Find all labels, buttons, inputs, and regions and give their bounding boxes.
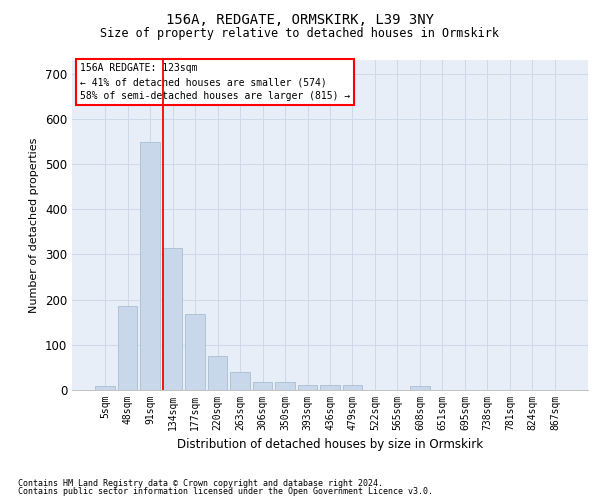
Text: Contains public sector information licensed under the Open Government Licence v3: Contains public sector information licen… — [18, 487, 433, 496]
Bar — [140, 142, 160, 390]
Bar — [253, 382, 272, 390]
Bar — [95, 386, 115, 390]
Text: 156A REDGATE: 123sqm
← 41% of detached houses are smaller (574)
58% of semi-deta: 156A REDGATE: 123sqm ← 41% of detached h… — [80, 64, 350, 102]
Bar — [320, 384, 340, 390]
Bar — [118, 306, 137, 390]
Bar — [185, 314, 205, 390]
Bar — [343, 384, 362, 390]
Bar — [298, 386, 317, 390]
Bar — [275, 382, 295, 390]
Text: Size of property relative to detached houses in Ormskirk: Size of property relative to detached ho… — [101, 28, 499, 40]
Bar — [230, 372, 250, 390]
Bar — [163, 248, 182, 390]
Text: 156A, REDGATE, ORMSKIRK, L39 3NY: 156A, REDGATE, ORMSKIRK, L39 3NY — [166, 12, 434, 26]
Bar — [208, 356, 227, 390]
Y-axis label: Number of detached properties: Number of detached properties — [29, 138, 40, 312]
Bar — [410, 386, 430, 390]
X-axis label: Distribution of detached houses by size in Ormskirk: Distribution of detached houses by size … — [177, 438, 483, 452]
Text: Contains HM Land Registry data © Crown copyright and database right 2024.: Contains HM Land Registry data © Crown c… — [18, 478, 383, 488]
